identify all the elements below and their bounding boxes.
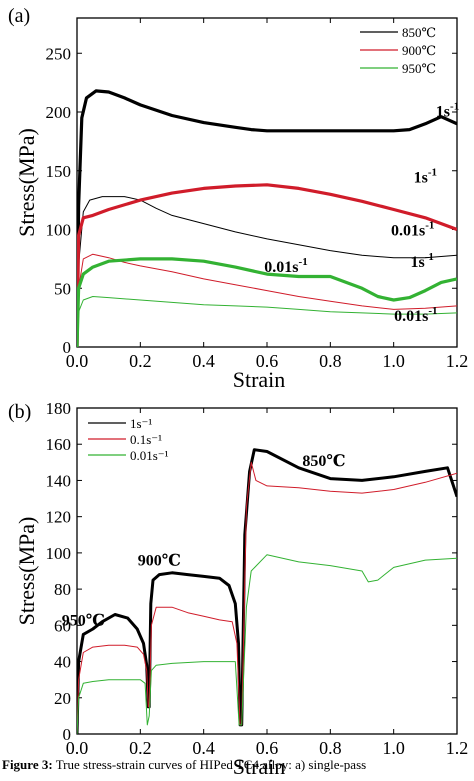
panel-b-x-tick-label: 0.6 [256, 738, 279, 758]
panel-a-annotation: 1s-1 [414, 167, 437, 187]
panel-a-y-tick-label: 100 [46, 221, 72, 240]
panel-b-annotation: 950℃ [62, 612, 105, 629]
panel-b-y-tick-label: 40 [54, 653, 71, 672]
panel-a-x-tick-label: 1.2 [446, 351, 469, 371]
panel-b-series-line [77, 448, 457, 734]
panel-a-y-tick-label: 50 [54, 279, 71, 298]
panel-b-y-tick-label: 140 [46, 471, 72, 490]
panel-b-y-tick-label: 160 [46, 435, 72, 454]
panel-b-panel-label: (b) [8, 401, 31, 423]
panel-b-y-tick-label: 180 [46, 399, 72, 418]
figure-caption: Figure 3: True stress-strain curves of H… [2, 757, 474, 773]
panel-a-series-line [77, 296, 457, 347]
panel-b-legend-label: 0.1s⁻¹ [130, 432, 162, 447]
panel-b-y-tick-label: 0 [63, 725, 72, 744]
panel-a-x-tick-label: 0.2 [129, 351, 152, 371]
panel-b-x-tick-label: 0.0 [66, 738, 89, 758]
panel-a-x-tick-label: 0.6 [256, 351, 279, 371]
panel-b-y-tick-label: 60 [54, 616, 71, 635]
panel-b-y-axis-label: Stress(MPa) [14, 517, 39, 626]
panel-b-y-tick-label: 80 [54, 580, 71, 599]
panel-b-x-tick-label: 1.0 [382, 738, 405, 758]
panel-a-annotation: 1s-1 [410, 251, 433, 271]
panel-b-x-axis-label: Strain [233, 754, 286, 776]
panel-a-x-axis-label: Strain [233, 367, 286, 392]
panel-a-legend-label: 900℃ [402, 43, 436, 58]
panel-a-x-tick-label: 1.0 [382, 351, 405, 371]
panel-b-x-tick-label: 0.4 [192, 738, 215, 758]
panel-b-y-tick-label: 100 [46, 544, 72, 563]
panel-a-annotation: 0.01s-1 [391, 219, 434, 239]
panel-a-x-tick-label: 0.8 [319, 351, 342, 371]
panel-a-y-tick-label: 150 [46, 162, 72, 181]
panel-a-y-axis-label: Stress(MPa) [14, 128, 39, 237]
panel-a-series-line [77, 253, 457, 347]
panel-b-series-line [77, 554, 457, 734]
panel-a-series-line [77, 196, 457, 347]
panel-a-series-line [77, 89, 457, 347]
panel-a-series-line [77, 183, 457, 347]
panel-b-x-tick-label: 0.8 [319, 738, 342, 758]
panel-a-y-tick-label: 200 [46, 103, 72, 122]
caption-text: True stress-strain curves of HIPed TC4 a… [55, 757, 367, 772]
panel-b-x-tick-label: 1.2 [446, 738, 469, 758]
panel-a-panel-label: (a) [8, 5, 30, 27]
panel-b-y-tick-label: 20 [54, 689, 71, 708]
panel-b-legend-label: 1s⁻¹ [130, 416, 152, 431]
panel-a-annotation: 0.01s-1 [394, 305, 437, 325]
panel-a-x-tick-label: 0.0 [66, 351, 89, 371]
panel-b-annotation: 850℃ [302, 453, 345, 470]
panel-a-series-line [77, 257, 457, 347]
panel-a-annotation: 1s-1 [436, 101, 459, 121]
panel-a-annotation: 0.01s-1 [264, 256, 307, 276]
panel-b-series-line [77, 461, 457, 734]
panel-b-y-tick-label: 120 [46, 508, 72, 527]
panel-a-y-tick-label: 0 [63, 338, 72, 357]
panel-a-x-tick-label: 0.4 [192, 351, 215, 371]
panel-a-legend-label: 850℃ [402, 25, 436, 40]
panel-a-legend-label: 950℃ [402, 61, 436, 76]
panel-b-annotation: 900℃ [138, 553, 181, 570]
panel-a-y-tick-label: 250 [46, 44, 72, 63]
caption-prefix: Figure 3: [2, 757, 53, 772]
panel-b-legend-label: 0.01s⁻¹ [130, 448, 169, 463]
panel-b-x-tick-label: 0.2 [129, 738, 152, 758]
